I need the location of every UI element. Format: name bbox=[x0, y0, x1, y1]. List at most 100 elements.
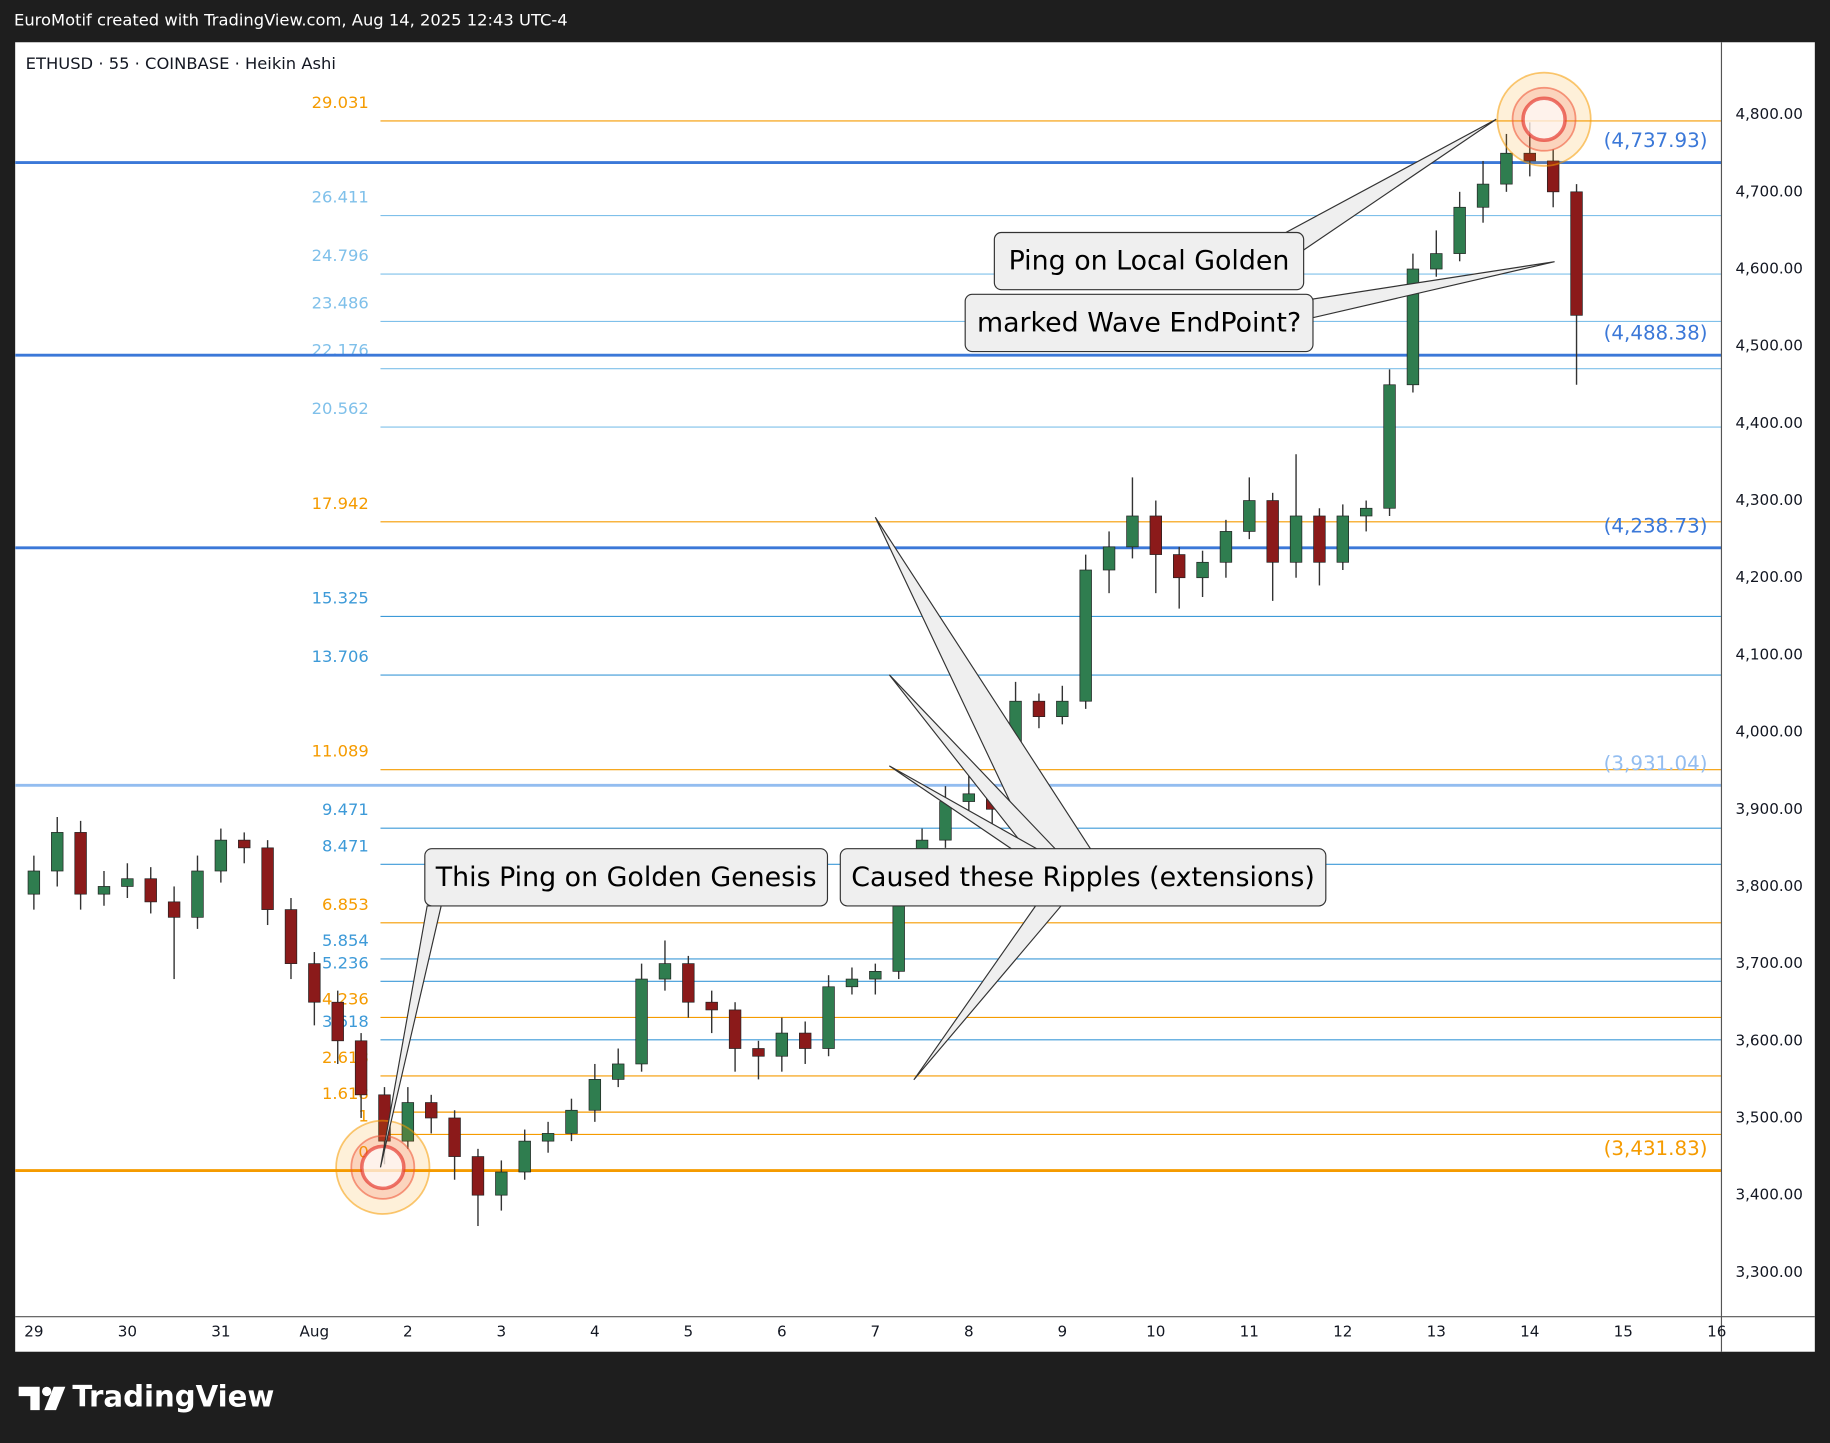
candle-body bbox=[845, 978, 859, 988]
x-tick-label: Aug bbox=[300, 1322, 330, 1340]
candle-body bbox=[308, 963, 321, 1003]
candle-body bbox=[1476, 183, 1490, 208]
candle-body bbox=[144, 878, 157, 903]
candle-body bbox=[191, 870, 204, 918]
x-tick-label: 14 bbox=[1520, 1322, 1539, 1340]
fib-label: 3.618 bbox=[322, 1012, 369, 1031]
fib-label: 26.411 bbox=[312, 188, 369, 207]
level-label: (3,931.04) bbox=[1604, 752, 1708, 775]
candle-body bbox=[1406, 268, 1420, 386]
candle-body bbox=[1383, 384, 1396, 509]
level-label: (4,488.38) bbox=[1604, 322, 1708, 345]
candle-body bbox=[214, 839, 228, 872]
axes: 3,300.00 3,400.00 3,500.00 3,600.00 3,700.00… bbox=[24, 105, 1803, 1340]
fib-label: 9.471 bbox=[322, 800, 369, 819]
callout-text: marked Wave EndPoint? bbox=[977, 308, 1301, 339]
candle-body bbox=[261, 847, 274, 910]
y-tick-label: 3,800.00 bbox=[1735, 877, 1803, 895]
candle-body bbox=[682, 963, 695, 1003]
candle-body bbox=[1173, 554, 1186, 579]
candle-body bbox=[425, 1102, 438, 1119]
callout-box bbox=[839, 848, 1327, 907]
x-tick-label: 31 bbox=[211, 1322, 230, 1340]
candle-body bbox=[728, 1009, 742, 1049]
y-tick-label: 4,800.00 bbox=[1735, 105, 1803, 123]
candle-body bbox=[495, 1171, 508, 1196]
plot-area: 29.031 26.411 24.796 23.486 22.176 20.562 17.9… bbox=[15, 93, 1722, 1227]
y-tick-label: 3,300.00 bbox=[1735, 1263, 1803, 1281]
callout-text: This Ping on Golden Genesis bbox=[435, 862, 817, 893]
fib-label: 20.562 bbox=[312, 399, 369, 418]
y-tick-label: 3,900.00 bbox=[1735, 800, 1803, 818]
candle-body bbox=[1359, 507, 1373, 517]
attribution: EuroMotif created with TradingView.com, … bbox=[14, 11, 568, 30]
candle-body bbox=[1523, 152, 1536, 162]
y-tick-label: 3,600.00 bbox=[1735, 1031, 1803, 1049]
candle-body bbox=[471, 1156, 485, 1196]
x-tick-label: 2 bbox=[403, 1322, 413, 1340]
x-tick-label: 4 bbox=[590, 1322, 600, 1340]
ping-core bbox=[1521, 96, 1567, 143]
callout-box bbox=[424, 848, 829, 907]
x-tick-label: 13 bbox=[1427, 1322, 1446, 1340]
candle-body bbox=[541, 1133, 555, 1142]
candle-body bbox=[238, 839, 251, 849]
candle-body bbox=[1056, 700, 1069, 717]
candle-body bbox=[869, 970, 882, 980]
candle-body bbox=[1546, 160, 1560, 193]
y-tick-label: 4,700.00 bbox=[1735, 182, 1803, 200]
candle-body bbox=[962, 793, 976, 802]
candle-body bbox=[775, 1032, 789, 1057]
candle-body bbox=[588, 1079, 602, 1111]
level-label: (4,737.93) bbox=[1604, 129, 1708, 152]
ping-core bbox=[360, 1144, 406, 1191]
level-label: (3,431.83) bbox=[1604, 1137, 1708, 1160]
y-tick-label: 4,000.00 bbox=[1735, 723, 1803, 741]
fib-label: 6.853 bbox=[322, 895, 369, 914]
candle-body bbox=[74, 832, 87, 895]
callout-text: Caused these Ripples (extensions) bbox=[851, 862, 1315, 893]
fib-label: 23.486 bbox=[312, 293, 369, 312]
x-tick-label: 6 bbox=[777, 1322, 787, 1340]
candle-body bbox=[448, 1117, 461, 1157]
fib-label: 22.176 bbox=[312, 341, 369, 360]
fib-label: 13.706 bbox=[312, 647, 369, 666]
candle-body bbox=[121, 878, 134, 887]
x-tick-label: 9 bbox=[1057, 1322, 1067, 1340]
callout-box bbox=[993, 231, 1305, 291]
candle-body bbox=[1289, 515, 1303, 563]
candle-body bbox=[97, 886, 111, 895]
x-tick-label: 29 bbox=[24, 1322, 43, 1340]
candle-body bbox=[705, 1001, 718, 1011]
candle-body bbox=[518, 1140, 531, 1173]
x-tick-label: 11 bbox=[1240, 1322, 1259, 1340]
callout-text: Ping on Local Golden bbox=[1009, 246, 1290, 277]
candle-body bbox=[1102, 546, 1116, 571]
candle-body bbox=[1243, 500, 1256, 532]
annotations: Ping on Local Golden marked Wave EndPoint… bbox=[335, 71, 1592, 1215]
x-tick-label: 5 bbox=[684, 1322, 694, 1340]
x-tick-label: 12 bbox=[1333, 1322, 1352, 1340]
y-tick-label: 4,600.00 bbox=[1735, 260, 1803, 278]
candle-body bbox=[612, 1063, 625, 1080]
x-tick-label: 16 bbox=[1707, 1322, 1726, 1340]
candle-body bbox=[822, 986, 835, 1049]
candle-body bbox=[1079, 569, 1092, 702]
callout-box bbox=[964, 293, 1314, 353]
candle-body bbox=[1149, 515, 1162, 555]
candle-body bbox=[1126, 515, 1139, 548]
y-tick-label: 4,200.00 bbox=[1735, 568, 1803, 586]
fib-label: 0 bbox=[358, 1143, 368, 1162]
candle-body bbox=[799, 1032, 812, 1049]
y-tick-label: 4,500.00 bbox=[1735, 337, 1803, 355]
candle-body bbox=[1500, 152, 1513, 185]
candle-body bbox=[1266, 500, 1279, 563]
brand-logo bbox=[18, 1386, 66, 1411]
brand: TradingView bbox=[72, 1379, 274, 1413]
fib-label: 15.325 bbox=[312, 588, 369, 607]
candle-body bbox=[658, 963, 672, 980]
candle-body bbox=[1570, 191, 1583, 316]
y-tick-label: 3,500.00 bbox=[1735, 1108, 1803, 1126]
